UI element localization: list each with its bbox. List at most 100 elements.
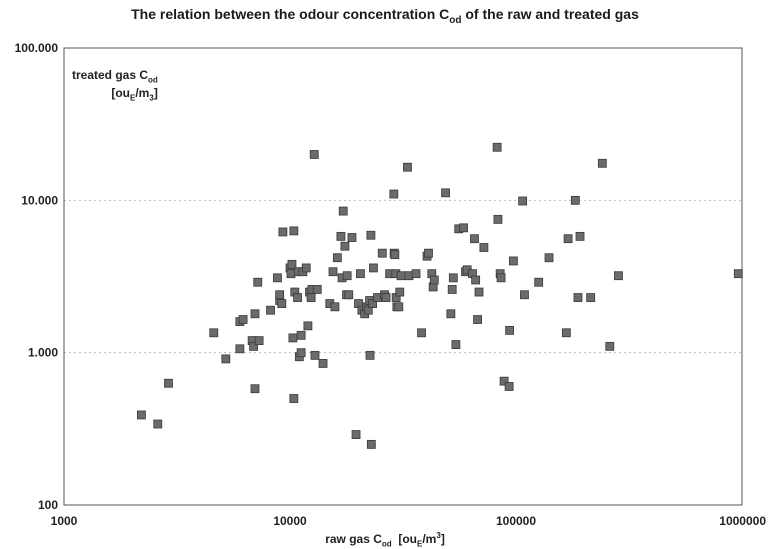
- data-point: [286, 269, 296, 279]
- data-point: [605, 341, 615, 351]
- data-point: [396, 271, 406, 281]
- data-point: [347, 233, 357, 242]
- y-axis-label: treated gas Cod [ouE/m3]: [72, 68, 158, 103]
- data-point: [266, 305, 275, 315]
- data-point: [209, 328, 219, 338]
- data-point: [340, 241, 350, 251]
- data-point: [153, 419, 163, 429]
- data-point: [303, 321, 313, 331]
- data-point: [459, 223, 468, 233]
- x-tick-label: 10000: [273, 514, 307, 528]
- data-point: [441, 188, 450, 198]
- data-point: [561, 328, 571, 338]
- data-point: [575, 231, 585, 241]
- grid-lines: [64, 199, 742, 354]
- data-point: [289, 226, 299, 236]
- data-point: [293, 293, 302, 302]
- data-point: [471, 275, 481, 285]
- data-point: [366, 230, 376, 240]
- data-point: [254, 336, 264, 346]
- data-point: [344, 290, 354, 300]
- data-point: [249, 341, 258, 351]
- data-point: [733, 269, 743, 279]
- data-point: [309, 150, 319, 159]
- data-point: [338, 206, 348, 216]
- data-point: [377, 248, 387, 258]
- y-tick-label: 100: [38, 498, 58, 512]
- data-point: [164, 378, 173, 388]
- data-point: [136, 410, 146, 420]
- x-axis-tick-labels: 1000 10000 100000 1000000: [51, 514, 767, 528]
- data-point: [597, 158, 607, 168]
- data-point: [328, 267, 338, 277]
- data-point: [411, 269, 421, 279]
- data-point: [448, 273, 458, 283]
- data-point: [318, 359, 328, 368]
- data-point: [301, 263, 311, 273]
- data-point: [534, 277, 544, 287]
- data-point: [390, 250, 400, 260]
- data-point: [417, 328, 426, 338]
- data-point: [365, 350, 375, 360]
- data-point: [424, 248, 433, 258]
- data-point: [496, 273, 506, 283]
- data-point: [221, 354, 231, 364]
- data-point: [429, 275, 439, 285]
- y-axis-tick-labels: 100 1.000 10.000 100.000: [15, 41, 59, 512]
- data-point: [470, 234, 479, 244]
- data-point: [368, 299, 378, 308]
- data-point: [473, 315, 482, 324]
- data-point: [451, 340, 461, 349]
- data-point: [369, 263, 378, 273]
- data-point: [394, 302, 404, 312]
- data-point: [563, 234, 573, 244]
- data-point: [288, 333, 298, 343]
- data-point: [278, 227, 288, 237]
- data-point: [403, 162, 412, 172]
- data-point: [250, 384, 260, 394]
- data-point: [330, 302, 340, 312]
- data-point: [351, 430, 361, 439]
- data-point: [573, 293, 583, 302]
- data-point: [342, 271, 352, 281]
- data-point: [509, 256, 518, 266]
- data-point: [296, 330, 306, 340]
- data-point: [235, 344, 245, 354]
- data-point: [499, 376, 509, 386]
- data-point: [253, 277, 263, 287]
- data-point: [505, 326, 515, 335]
- data-point: [306, 293, 316, 302]
- x-tick-label: 1000000: [719, 514, 766, 528]
- data-point: [312, 285, 322, 294]
- data-point: [238, 315, 248, 324]
- data-point: [493, 214, 503, 224]
- data-point: [289, 394, 299, 403]
- data-point: [504, 382, 514, 391]
- data-point: [250, 309, 260, 319]
- data-point: [366, 439, 376, 449]
- data-point: [474, 287, 484, 297]
- y-tick-label: 10.000: [21, 193, 58, 207]
- data-point: [332, 253, 342, 263]
- data-point: [356, 269, 365, 279]
- data-point: [395, 287, 405, 297]
- data-point: [273, 273, 282, 283]
- data-point: [296, 348, 306, 358]
- y-tick-label: 100.000: [15, 41, 59, 55]
- data-point: [336, 231, 346, 241]
- data-point: [275, 290, 285, 300]
- x-axis-label: raw gas Cod [ouE/m3]: [325, 531, 445, 549]
- data-point: [492, 142, 502, 152]
- data-point: [389, 189, 399, 199]
- data-point: [447, 285, 457, 294]
- data-point: [520, 290, 529, 300]
- data-point: [446, 309, 456, 319]
- data-point: [479, 243, 489, 252]
- data-point: [614, 271, 623, 281]
- data-point: [570, 195, 580, 205]
- data-point: [586, 293, 596, 302]
- data-point: [277, 299, 287, 308]
- x-tick-label: 100000: [496, 514, 536, 528]
- data-points: [136, 142, 743, 449]
- chart-title: The relation between the odour concentra…: [131, 6, 639, 26]
